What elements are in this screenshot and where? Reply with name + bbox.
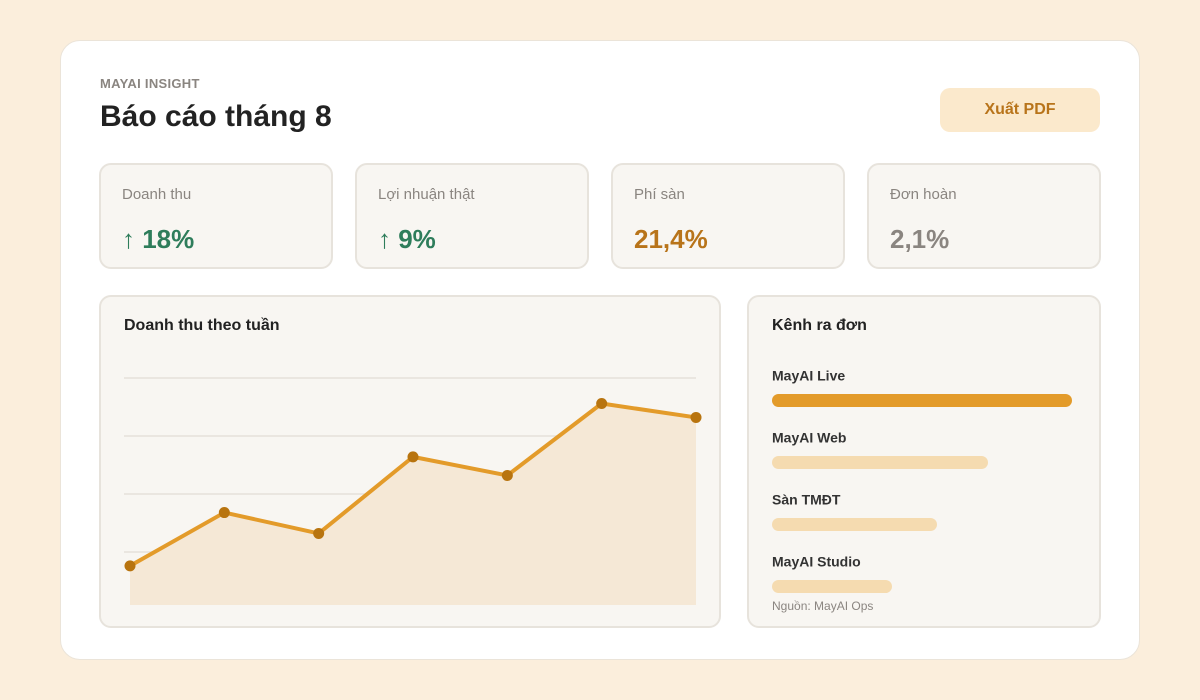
export-button[interactable]: Xuất PDF xyxy=(940,88,1100,132)
page-title: Báo cáo tháng 8 xyxy=(100,100,332,133)
kpi-label: Doanh thu xyxy=(122,186,192,203)
kpi-card: Doanh thu ↑ 18% xyxy=(99,163,333,269)
channel-panel xyxy=(747,295,1101,628)
kpi-card: Đơn hoàn 2,1% xyxy=(867,163,1101,269)
kpi-card: Lợi nhuận thật ↑ 9% xyxy=(355,163,589,269)
kpi-label: Đơn hoàn xyxy=(890,186,957,203)
eyebrow: MAYAI INSIGHT xyxy=(100,76,200,91)
kpi-value: 2,1% xyxy=(890,224,950,254)
kpi-value: ↑ 9% xyxy=(378,224,436,254)
kpi-value: 21,4% xyxy=(634,224,708,254)
kpi-value: ↑ 18% xyxy=(122,224,195,254)
kpi-label: Phí sàn xyxy=(634,186,685,203)
line-panel xyxy=(99,295,721,628)
kpi-card: Phí sàn 21,4% xyxy=(611,163,845,269)
kpi-label: Lợi nhuận thật xyxy=(378,186,475,203)
